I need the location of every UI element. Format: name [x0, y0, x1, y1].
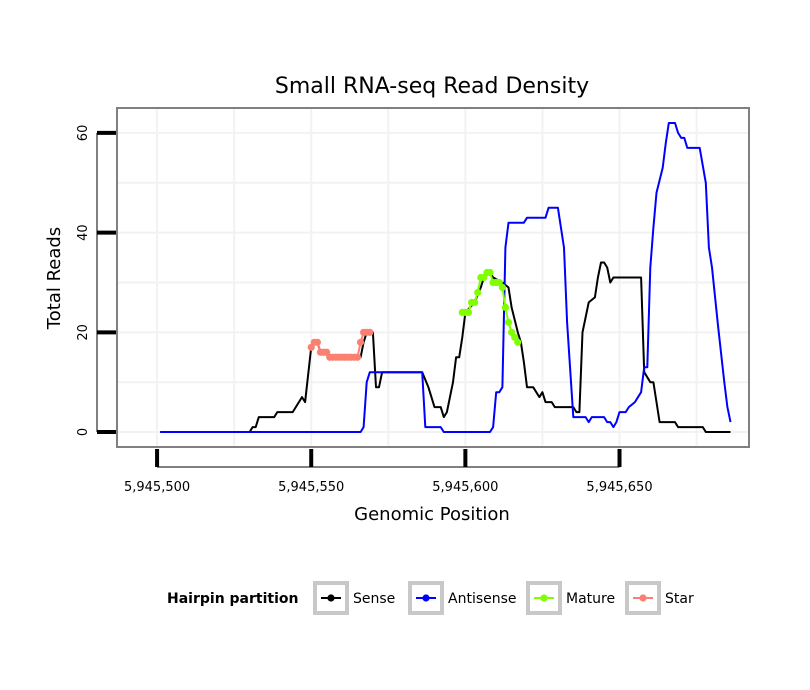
- legend-label-sense: Sense: [353, 591, 395, 607]
- x-tick-label: 5,945,650: [586, 480, 652, 495]
- data-point-star: [313, 338, 321, 346]
- legend-label-star: Star: [665, 591, 694, 607]
- y-tick-label: 20: [76, 324, 91, 341]
- x-axis: 5,945,500 5,945,550 5,945,600 5,945,650: [124, 449, 653, 495]
- legend-item-star: Star: [625, 581, 694, 615]
- legend-item-antisense: Antisense: [408, 581, 517, 615]
- y-tick-label: 0: [76, 428, 91, 436]
- data-point-mature: [504, 318, 513, 326]
- data-point-mature: [486, 268, 494, 277]
- data-point-mature: [471, 298, 479, 307]
- x-tick-label: 5,945,500: [124, 480, 190, 495]
- x-tick-label: 5,945,550: [278, 480, 344, 495]
- legend-item-mature: Mature: [526, 581, 615, 615]
- data-point-star: [356, 338, 365, 346]
- legend-key-point-star: [639, 594, 647, 602]
- data-point-mature: [474, 288, 482, 297]
- chart-title: Small RNA-seq Read Density: [275, 74, 589, 99]
- y-axis: 0 20 40 60: [76, 125, 116, 436]
- x-axis-title: Genomic Position: [354, 504, 510, 525]
- legend-title: Hairpin partition: [167, 591, 298, 607]
- y-axis-title: Total Reads: [44, 227, 65, 330]
- series-antisense: [160, 122, 732, 433]
- series-mature: [458, 268, 522, 346]
- legend-key-point-mature: [540, 594, 548, 602]
- legend-key-point-sense: [327, 594, 335, 602]
- data-point-star: [353, 353, 362, 361]
- data-point-mature: [514, 338, 522, 346]
- y-tick-label: 40: [76, 224, 91, 241]
- series-line-antisense: [160, 122, 732, 433]
- legend-label-antisense: Antisense: [448, 591, 517, 607]
- plot-border: [116, 107, 750, 448]
- legend-key-point-antisense: [422, 594, 430, 602]
- series-star: [307, 328, 374, 361]
- data-point-mature: [498, 283, 506, 292]
- plot-panel: [116, 107, 750, 448]
- legend-item-sense: Sense: [313, 581, 395, 615]
- data-point-mature: [464, 308, 473, 316]
- x-tick-label: 5,945,600: [432, 480, 498, 495]
- y-tick-label: 60: [76, 125, 91, 142]
- data-point-star: [366, 328, 374, 336]
- data-point-mature: [501, 303, 510, 312]
- legend-label-mature: Mature: [566, 591, 615, 607]
- series-layer: [160, 122, 732, 433]
- legend: Hairpin partition Sense Antisense Mature St…: [167, 581, 694, 615]
